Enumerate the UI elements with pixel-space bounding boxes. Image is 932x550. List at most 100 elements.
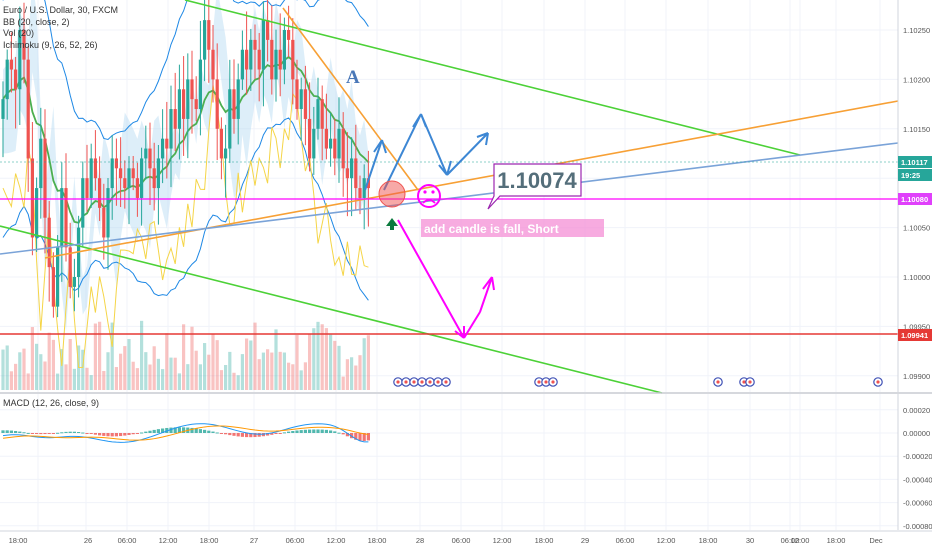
volume-bar — [253, 322, 257, 390]
candle-body — [43, 138, 47, 218]
candle-body — [85, 178, 89, 198]
volume-bar — [72, 368, 76, 390]
volume-bar — [308, 333, 312, 390]
macd-histogram-bar — [64, 431, 68, 433]
time-tick-label: 18:00 — [200, 536, 219, 545]
volume-bar — [274, 329, 278, 390]
macd-histogram-bar — [30, 433, 34, 434]
event-flag-dot-icon — [396, 380, 400, 384]
candle-body — [26, 59, 30, 159]
macd-histogram-bar — [211, 431, 215, 433]
volume-bar — [119, 353, 123, 390]
volume-bar — [358, 355, 362, 390]
volume-bar — [236, 375, 240, 390]
time-tick-label: 18:00 — [535, 536, 554, 545]
time-axis[interactable]: 18:00 26 06:00 12:00 18:00 27 06:00 12:00 18:00 2… — [0, 530, 932, 545]
macd-histogram-bar — [232, 433, 236, 436]
note-box — [421, 219, 604, 237]
macd-histogram-bar — [198, 429, 202, 433]
macd-histogram — [1, 427, 370, 442]
candle-body — [219, 128, 223, 159]
candle-body — [102, 207, 106, 238]
candle-body — [152, 168, 156, 189]
price-badge-text: 1.10117 — [901, 158, 928, 167]
candle-body — [35, 188, 39, 238]
macd-histogram-bar — [337, 432, 341, 434]
macd-histogram-bar — [144, 431, 148, 433]
macd-histogram-bar — [324, 429, 328, 433]
orange-trendline-rising[interactable] — [44, 100, 899, 259]
candle-body — [324, 128, 328, 149]
candle-body — [165, 138, 169, 149]
event-flag-dot-icon — [551, 380, 555, 384]
volume-bar — [114, 367, 118, 390]
candle-body — [30, 158, 34, 238]
time-tick-label: 06:00 — [286, 536, 305, 545]
event-flag-dot-icon — [404, 380, 408, 384]
macd-pane[interactable]: MACD (12, 26, close, 9) — [1, 394, 899, 530]
volume-bar — [177, 373, 181, 390]
time-tick-label: 26 — [84, 536, 92, 545]
volume-bar — [43, 361, 47, 390]
candle-body — [169, 109, 173, 149]
candle-body — [224, 148, 228, 159]
projections[interactable] — [364, 113, 495, 339]
candle-body — [186, 79, 190, 119]
macd-histogram-bar — [9, 430, 13, 433]
candle-body — [119, 168, 123, 179]
orange-trendline-falling[interactable] — [282, 7, 419, 191]
macd-histogram-bar — [253, 433, 257, 438]
volume-bar — [81, 349, 85, 390]
macd-histogram-bar — [39, 433, 43, 435]
volume-bar — [345, 359, 349, 390]
macd-histogram-bar — [287, 431, 291, 433]
macd-histogram-bar — [47, 433, 51, 434]
up-arrow-marker[interactable] — [386, 218, 398, 230]
price-tick-label: 1.10000 — [903, 273, 930, 282]
macd-histogram-bar — [354, 433, 358, 440]
volume-bar — [93, 323, 97, 390]
macd-histogram-bar — [173, 427, 177, 433]
macd-histogram-bar — [22, 432, 26, 434]
candle-body — [106, 188, 110, 238]
indicator-vol[interactable]: Vol (20) — [3, 28, 34, 38]
event-flag-dot-icon — [412, 380, 416, 384]
magenta-projection-path[interactable] — [397, 219, 495, 339]
green-trendline-upper[interactable] — [184, 0, 801, 156]
candle-body — [18, 30, 22, 90]
macd-histogram-bar — [110, 433, 114, 437]
trendlines[interactable] — [0, 0, 899, 394]
volume-bar — [156, 358, 160, 390]
volume-bar — [316, 321, 320, 390]
entry-circle-marker[interactable] — [378, 180, 406, 208]
indicator-ichimoku[interactable]: Ichimoku (9, 26, 52, 26) — [3, 40, 98, 50]
volume-bar — [215, 340, 219, 390]
macd-histogram-bar — [257, 433, 261, 437]
chart-legend[interactable]: Euro / U.S. Dollar, 30, FXCM BB (20, clo… — [3, 5, 118, 50]
volume-bar — [362, 338, 366, 390]
macd-histogram-bar — [266, 433, 270, 436]
price-tick-label: 1.10200 — [903, 75, 930, 84]
candle-body — [56, 247, 60, 307]
macd-tick-label: -0.00020 — [903, 452, 932, 461]
price-badge-text: 19:25 — [901, 171, 920, 180]
candle-body — [14, 69, 18, 90]
volume-bar — [165, 333, 169, 390]
volume-bar — [366, 335, 370, 390]
green-trendline-lower[interactable] — [0, 225, 663, 394]
macd-title[interactable]: MACD (12, 26, close, 9) — [3, 398, 99, 408]
candle-body — [1, 99, 5, 119]
blue-projection-path[interactable] — [364, 113, 489, 191]
time-tick-label: 12:00 — [657, 536, 676, 545]
candle-body — [194, 99, 198, 110]
indicator-bb[interactable]: BB (20, close, 2) — [3, 17, 70, 27]
target-price-callout[interactable]: 1.10074 — [487, 163, 582, 210]
economic-events[interactable] — [393, 377, 883, 387]
volume-bar — [127, 339, 131, 390]
time-tick-label: 27 — [250, 536, 258, 545]
candle-body — [266, 20, 270, 40]
candle-body — [93, 158, 97, 179]
macd-histogram-bar — [203, 429, 207, 433]
symbol-title[interactable]: Euro / U.S. Dollar, 30, FXCM — [3, 5, 118, 15]
